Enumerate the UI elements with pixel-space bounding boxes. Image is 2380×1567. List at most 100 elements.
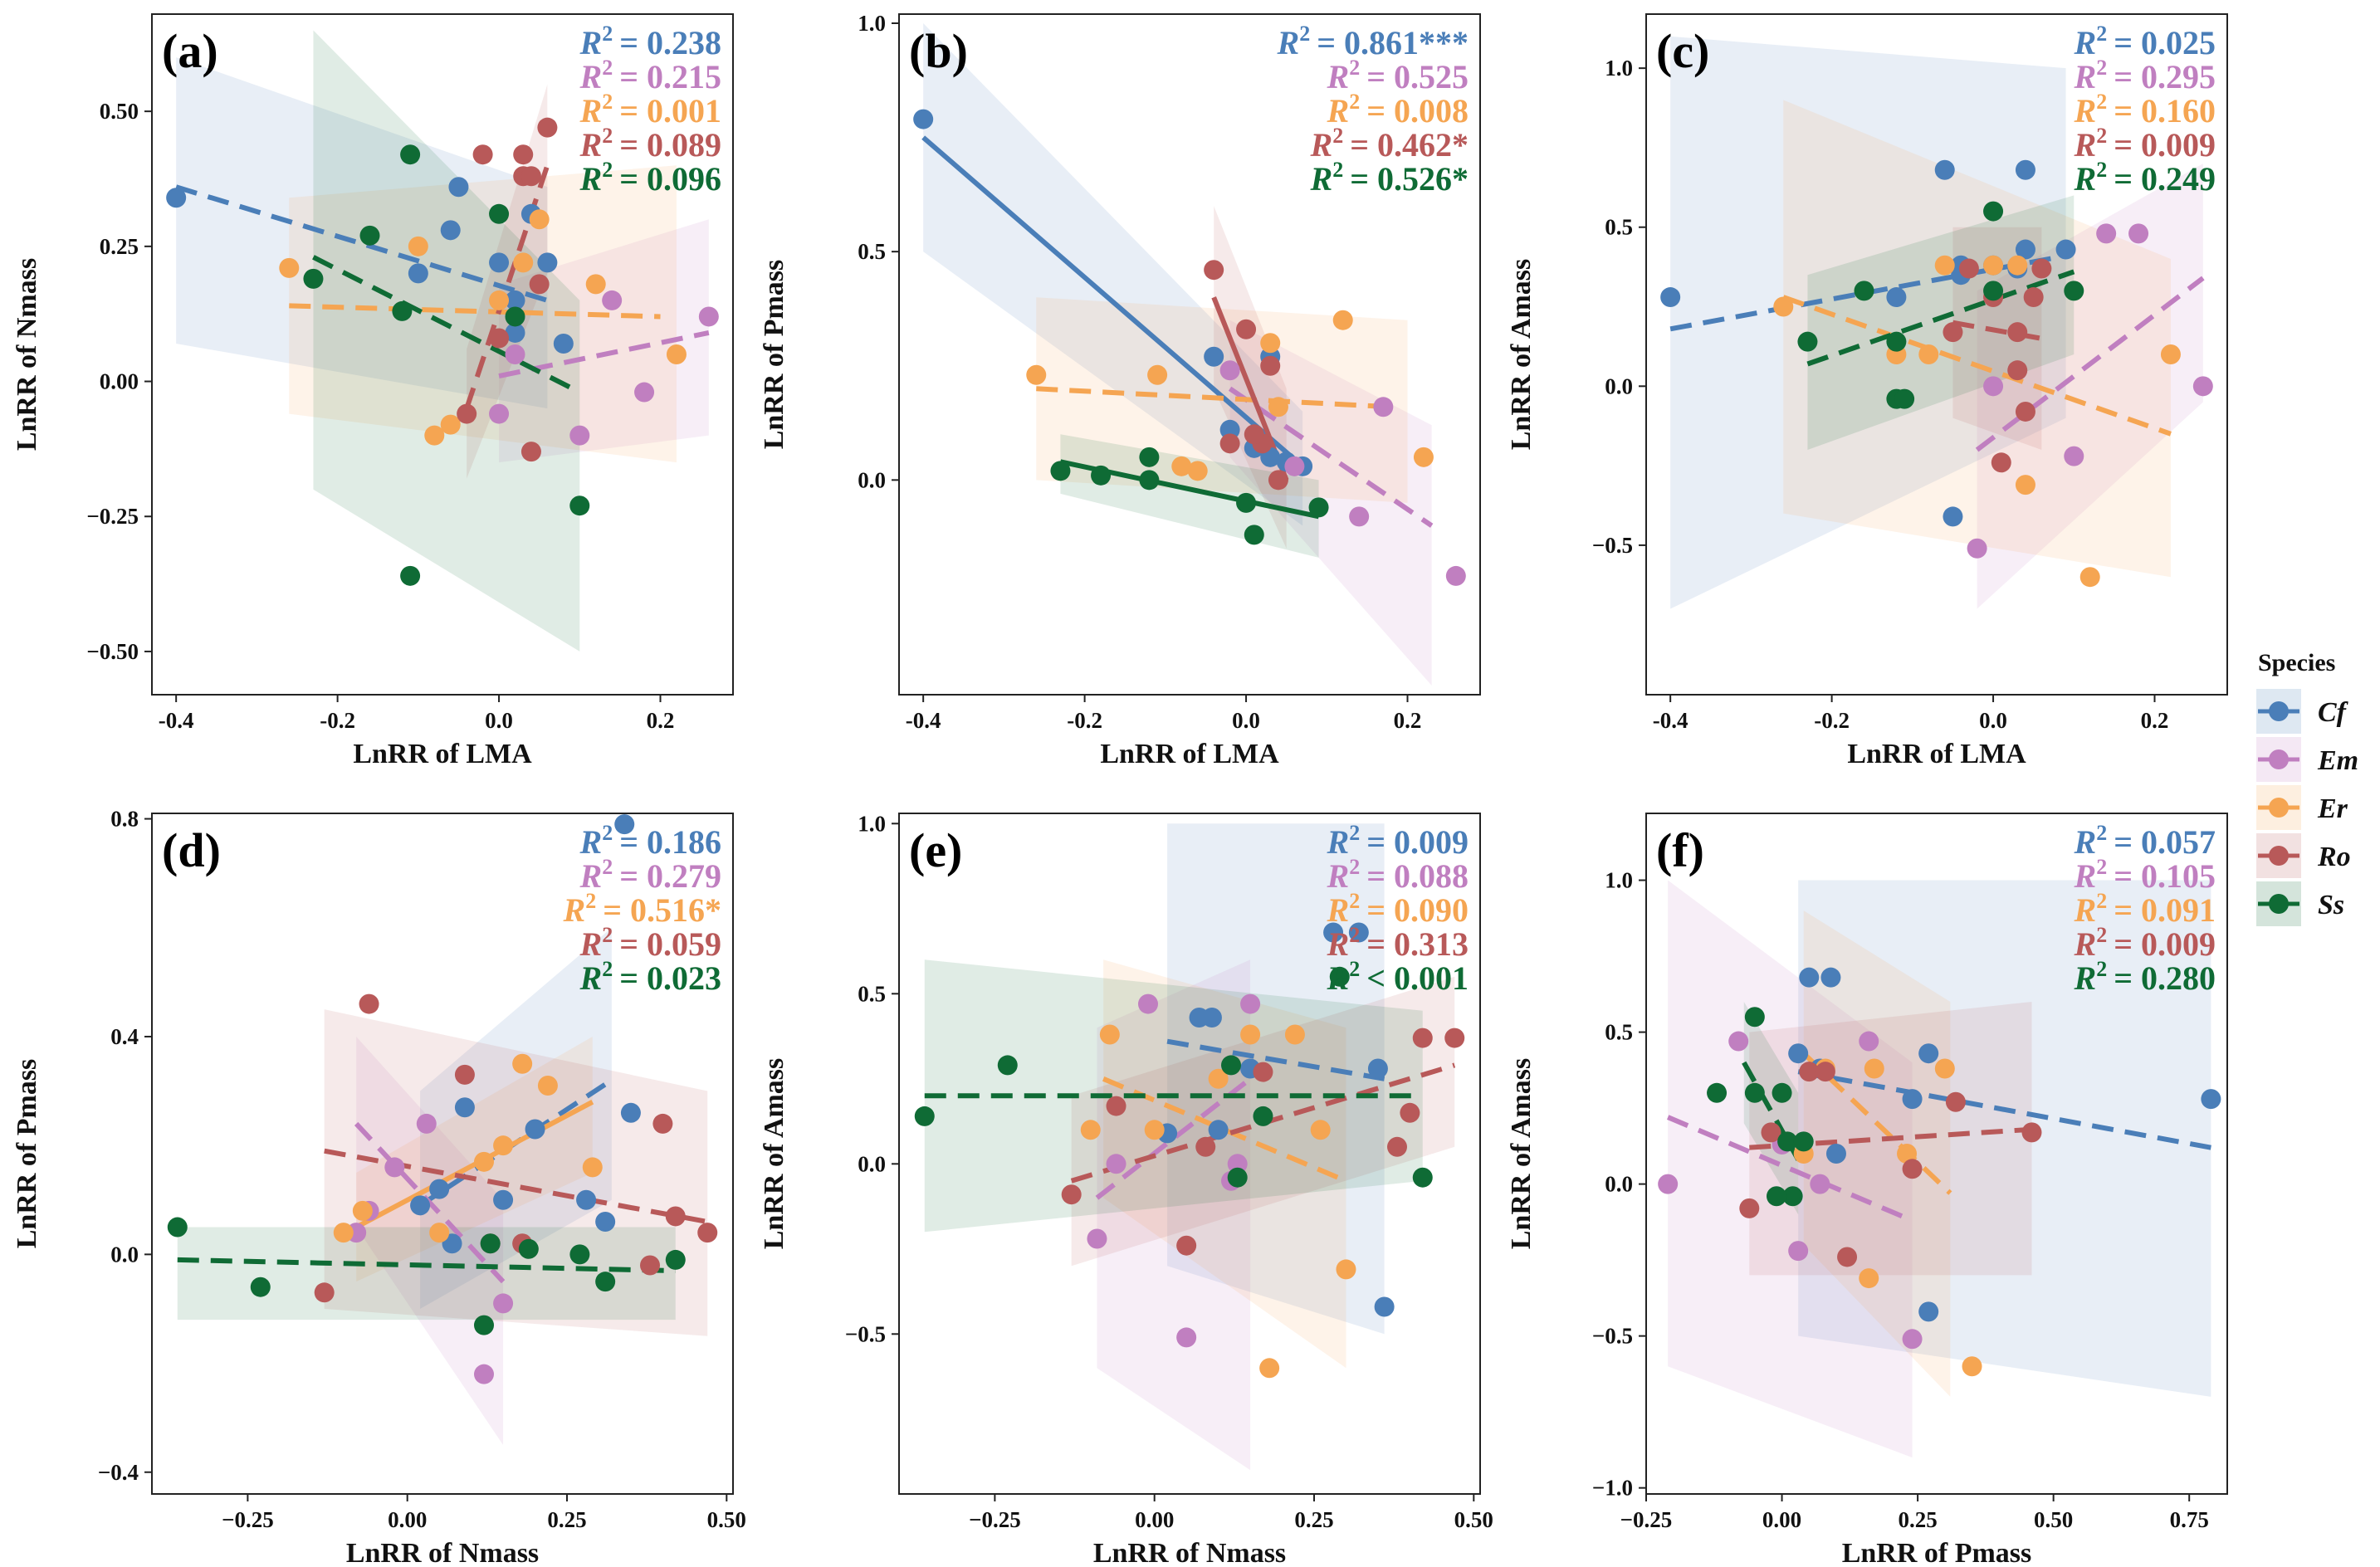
confidence-band-em — [1097, 959, 1251, 1471]
confidence-band-ss — [1807, 195, 2075, 450]
fit-line-cf — [1166, 1038, 1385, 1081]
data-point-ro — [1991, 452, 2011, 473]
x-axis-label: LnRR of LMA — [353, 739, 532, 769]
x-axis-label: LnRR of Nmass — [1093, 1538, 1286, 1567]
data-point-ss — [250, 1277, 271, 1297]
r-squared-ss: R2 < 0.001 — [1327, 957, 1469, 997]
data-point-ss — [1221, 1055, 1241, 1076]
data-point-em — [1176, 1327, 1197, 1348]
confidence-band-ro — [324, 1009, 708, 1336]
panel-d: −0.25 0.00 0.25 0.50 −0.4 0.0 0.4 0.8 LnRR of Nm… — [12, 807, 746, 1567]
r-squared-ro: R2 = 0.462* — [1310, 124, 1469, 164]
data-point-cf — [1902, 1089, 1923, 1110]
data-point-cf — [493, 1189, 514, 1210]
data-point-cf — [1348, 922, 1369, 943]
data-point-em — [1284, 456, 1305, 476]
data-point-ro — [1219, 433, 1240, 454]
data-point-er — [408, 236, 428, 256]
plot-area — [1658, 880, 2221, 1458]
data-point-er — [424, 425, 445, 446]
data-point-em — [493, 1293, 514, 1314]
r-squared-er: R2 = 0.008 — [1327, 90, 1469, 129]
data-point-ro — [489, 328, 510, 349]
x-tick-label: 0.2 — [2141, 708, 2169, 733]
x-tick-label: 0.50 — [2034, 1507, 2073, 1532]
data-point-er — [582, 1157, 603, 1178]
data-point-ro — [1244, 424, 1264, 445]
data-point-ss — [2064, 281, 2084, 301]
data-point-ss — [569, 495, 590, 516]
data-point-ro — [457, 403, 477, 424]
data-point-er — [1099, 1024, 1120, 1045]
data-point-cf — [2055, 239, 2076, 260]
r-squared-em: R2 = 0.215 — [579, 56, 721, 95]
data-point-em — [634, 382, 655, 403]
confidence-band-em — [1668, 880, 1913, 1458]
y-tick-label: 1.0 — [1605, 868, 1633, 893]
y-tick-label: 0.0 — [1605, 373, 1633, 398]
data-point-er — [1147, 364, 1168, 385]
panel-a: -0.4 -0.2 0.0 0.2 −0.50 −0.25 0.00 0.25 0.50 LnRR… — [12, 13, 734, 769]
fit-line-cf — [921, 135, 1305, 469]
data-point-em — [1728, 1031, 1749, 1052]
y-tick-label: 1.0 — [858, 811, 886, 836]
y-tick-label: 0.0 — [110, 1242, 139, 1267]
y-tick-label: 0.50 — [100, 99, 139, 124]
panel-tag: (c) — [1656, 24, 1709, 78]
data-point-cf — [595, 1212, 616, 1232]
legend-label-ro: Ro — [2317, 842, 2351, 872]
data-point-er — [429, 1223, 450, 1243]
data-point-em — [505, 344, 525, 364]
data-point-er — [1259, 1358, 1280, 1379]
data-point-em — [1902, 1329, 1923, 1350]
r-squared-ro: R2 = 0.009 — [2074, 124, 2216, 164]
data-point-cf — [505, 322, 525, 343]
x-tick-label: -0.2 — [320, 708, 355, 733]
data-point-ss — [1091, 465, 1112, 486]
y-tick-label: 0.8 — [110, 807, 139, 832]
data-point-er — [1144, 1120, 1165, 1140]
data-point-ro — [1739, 1198, 1760, 1218]
data-point-ss — [997, 1055, 1018, 1076]
r-squared-cf: R2 = 0.186 — [579, 821, 721, 861]
data-point-er — [1026, 364, 1047, 385]
y-tick-label: 1.0 — [858, 11, 886, 36]
data-point-ss — [1139, 470, 1160, 491]
legend-title: Species — [2258, 649, 2335, 676]
r-squared-em: R2 = 0.088 — [1327, 855, 1469, 895]
data-point-er — [1187, 461, 1208, 481]
r-squared-ss: R2 = 0.249 — [2074, 158, 2216, 198]
r-squared-ss: R2 = 0.096 — [579, 158, 721, 198]
data-point-em — [1087, 1228, 1107, 1249]
x-tick-label: 0.0 — [1979, 708, 2007, 733]
x-tick-label: -0.2 — [1814, 708, 1850, 733]
panel-f: −0.25 0.00 0.25 0.50 0.75 −1.0 −0.5 0.0 0.5 1.0 Ln… — [1506, 813, 2228, 1567]
panel-tag: (d) — [162, 823, 221, 877]
data-point-ro — [1268, 470, 1288, 491]
x-tick-label: -0.2 — [1067, 708, 1102, 733]
data-point-ss — [1793, 1131, 1814, 1152]
legend-label-em: Em — [2317, 745, 2358, 776]
fit-line-em — [1228, 386, 1434, 528]
data-point-cf — [489, 252, 510, 273]
data-point-cf — [1934, 159, 1955, 180]
data-point-cf — [553, 333, 574, 354]
y-tick-label: −0.5 — [845, 1321, 886, 1346]
data-point-ss — [1767, 1186, 1787, 1207]
data-point-em — [569, 425, 590, 446]
data-point-ro — [665, 1206, 686, 1227]
legend-label-er: Er — [2317, 793, 2348, 824]
data-point-em — [1373, 397, 1394, 417]
data-point-ss — [1983, 281, 2004, 301]
confidence-band-cf — [1670, 36, 2066, 609]
y-tick-label: 0.00 — [100, 369, 139, 394]
y-tick-label: −0.5 — [1592, 533, 1633, 558]
data-point-ro — [537, 117, 558, 138]
fit-line-ro — [1952, 320, 2042, 341]
fit-line-ss — [1806, 269, 2075, 367]
r-squared-er: R2 = 0.160 — [2074, 90, 2216, 129]
data-point-cf — [537, 252, 558, 273]
data-point-cf — [614, 814, 635, 835]
data-point-ro — [697, 1223, 718, 1243]
data-point-ss — [1707, 1082, 1728, 1103]
